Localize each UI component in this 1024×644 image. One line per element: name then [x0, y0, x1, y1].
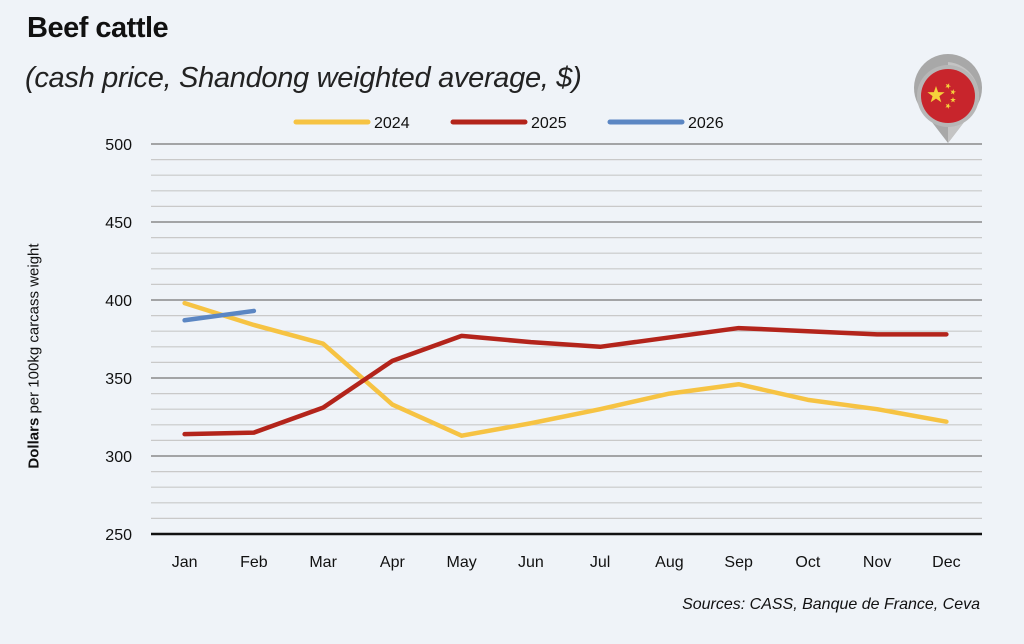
x-tick-label: Jul [590, 554, 610, 571]
flag-star [945, 83, 951, 89]
legend: 2024 2025 2026 [293, 115, 724, 132]
x-tick-label: Jan [172, 554, 198, 571]
x-tick-label: Aug [655, 554, 683, 571]
x-axis-ticks: Jan Feb Mar Apr May Jun Jul Aug Sep Oct Nov Dec [172, 554, 961, 571]
x-tick-label: Nov [863, 554, 891, 571]
flag-star [945, 103, 951, 109]
gridlines [151, 143, 982, 536]
flag-star [927, 86, 945, 103]
legend-label: 2026 [688, 115, 724, 132]
series-line-2026 [182, 308, 257, 323]
legend-item-2026: 2026 [607, 115, 724, 132]
x-tick-label: Apr [380, 554, 406, 571]
flag-star [950, 89, 956, 95]
y-tick-label: 350 [105, 371, 132, 388]
legend-label: 2024 [374, 115, 410, 132]
legend-item-2024: 2024 [293, 115, 410, 132]
y-tick-label: 300 [105, 449, 132, 466]
x-tick-label: Oct [795, 554, 820, 571]
x-tick-label: May [447, 554, 477, 571]
flag-star [950, 97, 956, 103]
x-tick-label: Feb [240, 554, 268, 571]
y-tick-label: 250 [105, 527, 132, 544]
series-line-2024 [182, 300, 949, 438]
y-tick-label: 500 [105, 137, 132, 154]
y-tick-label: 400 [105, 293, 132, 310]
x-tick-label: Jun [518, 554, 544, 571]
x-tick-label: Sep [724, 554, 753, 571]
series-lines [182, 300, 949, 438]
x-tick-label: Dec [932, 554, 960, 571]
flag-background [921, 69, 975, 123]
source-note: Sources: CASS, Banque de France, Ceva [682, 596, 980, 613]
legend-label: 2025 [531, 115, 567, 132]
chart-title: Beef cattle [27, 12, 169, 44]
flag-stars [927, 83, 956, 109]
chart-subtitle: (cash price, Shandong weighted average, … [25, 62, 582, 94]
series-line-2025 [182, 325, 949, 437]
y-tick-label: 450 [105, 215, 132, 232]
x-tick-label: Mar [309, 554, 337, 571]
y-axis-ticks: 250 300 350 400 450 500 [105, 137, 132, 544]
china-flag-map-pin-icon [914, 53, 982, 143]
legend-item-2025: 2025 [450, 115, 567, 132]
